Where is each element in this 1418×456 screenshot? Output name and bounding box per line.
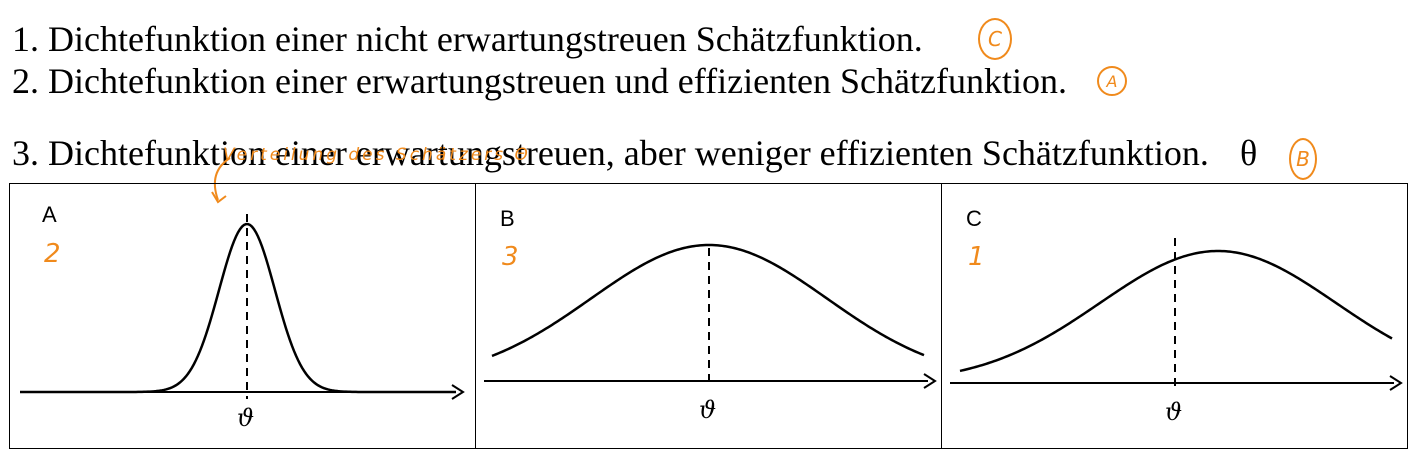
panel-c-axis-arrowhead [1389,375,1403,391]
panel-a-axis-arrowhead [451,384,465,400]
handwritten-annotation: Verteilung des Schätzers Θ [223,145,531,165]
panel-b: B 3 ϑ [475,183,942,449]
statement-1: 1. Dichtefunktion einer nicht erwartungs… [12,19,923,59]
answer-1-circled: C [978,18,1012,60]
panel-c-rank: 1 [968,242,985,272]
panel-a: A 2 ϑ [9,183,476,449]
annotation-arrow [211,157,231,204]
panel-b-letter: B [500,206,515,231]
panel-b-rank: 3 [502,242,519,272]
panel-a-plot [20,214,465,400]
panel-c-axis-label: ϑ [1165,398,1183,426]
panel-a-density-curve [20,222,456,394]
statement-2: 2. Dichtefunktion einer erwartungstreuen… [12,61,1067,101]
panel-b-axis-label: ϑ [699,396,717,424]
panel-a-letter: A [42,202,57,227]
panel-a-axis-label: ϑ [237,404,255,432]
panel-c-letter: C [966,206,982,231]
theta-symbol: θ [1240,133,1258,173]
panel-c-density-curve [959,249,1393,373]
answer-2-circled: A [1097,66,1127,96]
panel-c-plot [950,238,1403,391]
panel-b-density-curve [491,243,925,358]
panel-b-axis-arrowhead [923,373,937,389]
panel-c: C 1 ϑ [941,183,1408,449]
panel-b-plot [484,243,937,389]
statement-3: 3. Dichtefunktion einer erwartungstreuen… [12,133,1209,173]
panel-a-rank: 2 [44,239,61,269]
answer-3-circled: B [1289,138,1317,180]
